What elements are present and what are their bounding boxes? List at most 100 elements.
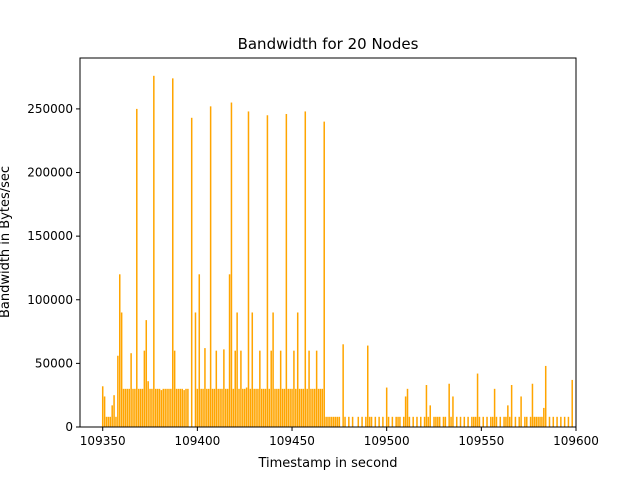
bar bbox=[234, 350, 236, 427]
bar bbox=[115, 416, 117, 427]
bar bbox=[122, 388, 125, 427]
bar bbox=[211, 388, 214, 427]
bar bbox=[272, 312, 274, 427]
bar bbox=[118, 274, 121, 427]
bar bbox=[105, 416, 108, 427]
bar bbox=[524, 416, 526, 427]
bar bbox=[145, 320, 148, 427]
bar bbox=[395, 416, 397, 427]
bar bbox=[402, 416, 405, 427]
bar bbox=[327, 416, 329, 427]
bar bbox=[382, 416, 384, 427]
bar bbox=[300, 388, 303, 427]
bar bbox=[452, 396, 454, 427]
bar bbox=[310, 388, 312, 427]
bar bbox=[213, 388, 216, 427]
bar bbox=[323, 121, 325, 427]
bar bbox=[240, 350, 242, 427]
bar bbox=[482, 416, 484, 427]
bar bbox=[215, 350, 218, 427]
bar bbox=[285, 113, 288, 427]
bar bbox=[124, 388, 127, 427]
x-tick-label: 109500 bbox=[364, 434, 410, 448]
bar bbox=[312, 388, 314, 427]
bar bbox=[313, 388, 316, 427]
bar bbox=[291, 388, 293, 427]
bar bbox=[467, 416, 469, 427]
bar bbox=[278, 388, 280, 427]
bar bbox=[249, 388, 252, 427]
bar bbox=[109, 416, 112, 427]
bar bbox=[262, 388, 265, 427]
bar bbox=[543, 407, 545, 427]
bar bbox=[535, 416, 538, 427]
bar bbox=[113, 395, 115, 427]
bar bbox=[274, 388, 276, 427]
bar bbox=[556, 416, 558, 427]
bar bbox=[387, 416, 390, 427]
bar bbox=[296, 312, 299, 427]
bar bbox=[268, 388, 271, 427]
bar bbox=[370, 416, 373, 427]
bar bbox=[117, 355, 119, 427]
bar bbox=[223, 349, 225, 427]
bar bbox=[474, 416, 477, 427]
x-tick-label: 109400 bbox=[174, 434, 220, 448]
bar bbox=[293, 350, 295, 427]
bar bbox=[567, 416, 570, 427]
bar bbox=[463, 416, 466, 427]
bar bbox=[247, 111, 250, 427]
bar bbox=[143, 350, 146, 427]
bar bbox=[166, 388, 168, 427]
bar bbox=[149, 388, 151, 427]
bar bbox=[183, 390, 185, 427]
bar bbox=[459, 416, 462, 427]
bar bbox=[230, 102, 233, 427]
y-tick-label: 100000 bbox=[27, 293, 73, 307]
bar bbox=[508, 416, 511, 427]
bar bbox=[242, 388, 244, 427]
x-tick-label: 109600 bbox=[553, 434, 599, 448]
bar bbox=[493, 388, 496, 427]
bar bbox=[473, 416, 475, 427]
bar bbox=[420, 416, 422, 427]
bar bbox=[336, 416, 339, 427]
bar bbox=[416, 416, 418, 427]
bar bbox=[283, 388, 286, 427]
bar bbox=[134, 388, 136, 427]
bar bbox=[366, 345, 369, 427]
bar bbox=[486, 416, 488, 427]
bar bbox=[348, 416, 350, 427]
bar bbox=[306, 388, 308, 427]
bar bbox=[533, 416, 536, 427]
bar bbox=[435, 416, 437, 427]
bar bbox=[505, 416, 507, 427]
bar bbox=[491, 416, 494, 427]
bar bbox=[531, 383, 534, 427]
bar bbox=[107, 416, 110, 427]
bar bbox=[378, 416, 380, 427]
y-tick-label: 250000 bbox=[27, 102, 73, 116]
bar bbox=[399, 416, 401, 427]
bar bbox=[136, 108, 138, 428]
bar bbox=[257, 388, 259, 427]
bar bbox=[331, 416, 333, 427]
bar bbox=[298, 388, 301, 427]
bar bbox=[238, 388, 240, 427]
bar bbox=[571, 379, 573, 427]
bar bbox=[321, 388, 324, 427]
bar bbox=[173, 350, 176, 427]
bar bbox=[236, 312, 238, 427]
bar bbox=[412, 416, 414, 427]
bar bbox=[478, 416, 481, 427]
bar bbox=[172, 78, 174, 428]
x-tick-label: 109450 bbox=[269, 434, 315, 448]
bar bbox=[156, 388, 159, 427]
bar bbox=[260, 388, 263, 427]
bar bbox=[423, 416, 426, 427]
bar bbox=[153, 75, 155, 428]
bar bbox=[111, 405, 113, 427]
bar bbox=[499, 416, 502, 427]
bar bbox=[450, 416, 452, 427]
bar bbox=[529, 416, 532, 427]
